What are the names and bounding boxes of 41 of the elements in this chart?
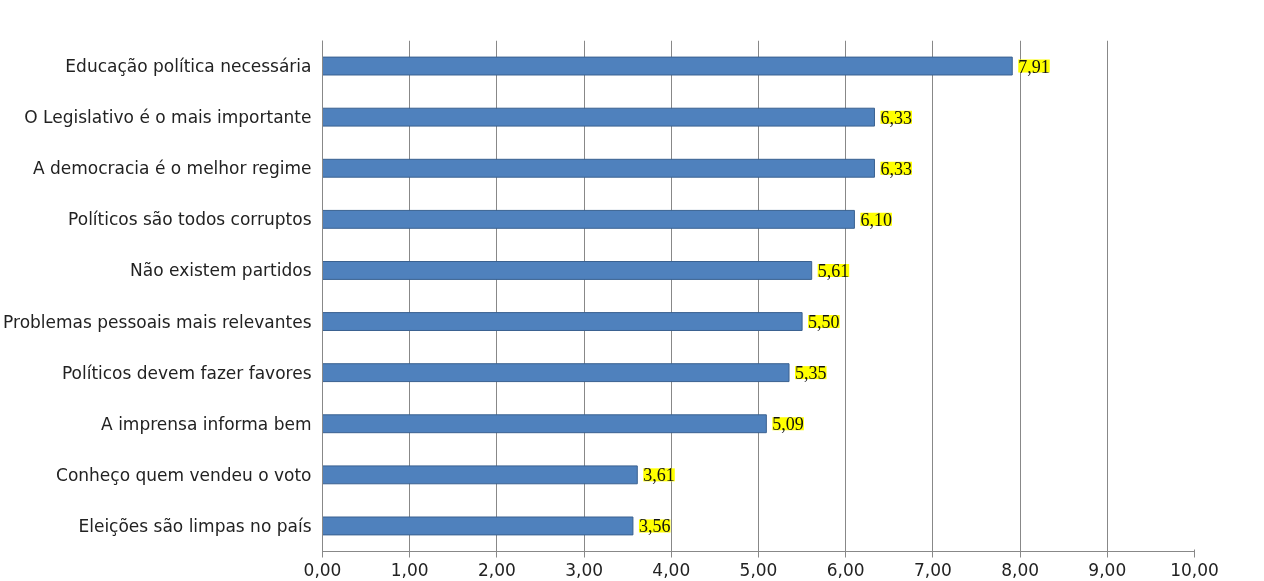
data-label: 6,33	[880, 107, 912, 128]
bar	[322, 158, 875, 178]
x-tick-label: 5,00	[739, 559, 778, 580]
data-label: 5,61	[817, 260, 850, 281]
bar	[322, 312, 803, 331]
data-label: 3,56	[638, 516, 671, 537]
y-tick-label: Eleições são limpas no país	[78, 515, 312, 536]
data-label: 5,09	[772, 414, 804, 435]
x-tick-label: 1,00	[390, 559, 429, 580]
x-tick-label: 7,00	[913, 559, 952, 580]
x-tick-label: 3,00	[565, 559, 604, 580]
y-tick-label: A democracia é o melhor regime	[33, 158, 312, 179]
data-label: 6,10	[860, 209, 892, 230]
bar	[322, 107, 875, 127]
x-tick-label: 2,00	[477, 559, 516, 580]
bar	[322, 261, 813, 280]
x-tick-label: 6,00	[826, 559, 865, 580]
data-label: 3,61	[643, 465, 675, 486]
bar	[322, 414, 767, 434]
x-tick-label: 9,00	[1088, 559, 1127, 580]
data-label: 5,35	[795, 363, 827, 384]
y-tick-label: A imprensa informa bem	[101, 413, 312, 434]
x-tick-label: 4,00	[652, 559, 691, 580]
data-label: 5,50	[808, 312, 840, 333]
y-tick-label: Conheço quem vendeu o voto	[56, 464, 312, 485]
data-label: 7,91	[1018, 56, 1050, 77]
bar	[322, 56, 1013, 76]
bar	[322, 209, 855, 229]
y-tick-label: Problemas pessoais mais relevantes	[3, 311, 312, 332]
y-tick-label: Políticos são todos corruptos	[68, 209, 312, 230]
y-tick-label: O Legislativo é o mais importante	[24, 107, 312, 128]
bar	[322, 363, 790, 383]
y-tick-label: Não existem partidos	[130, 260, 312, 281]
bar	[322, 516, 634, 536]
x-tick-label: 0,00	[303, 559, 342, 580]
bar	[322, 465, 638, 485]
y-tick-label: Políticos devem fazer favores	[61, 362, 312, 383]
x-tick-label: 10,00	[1170, 559, 1219, 580]
x-tick-label: 8,00	[1001, 559, 1040, 580]
data-label: 6,33	[880, 158, 912, 179]
y-tick-label: Educação política necessária	[65, 56, 312, 77]
